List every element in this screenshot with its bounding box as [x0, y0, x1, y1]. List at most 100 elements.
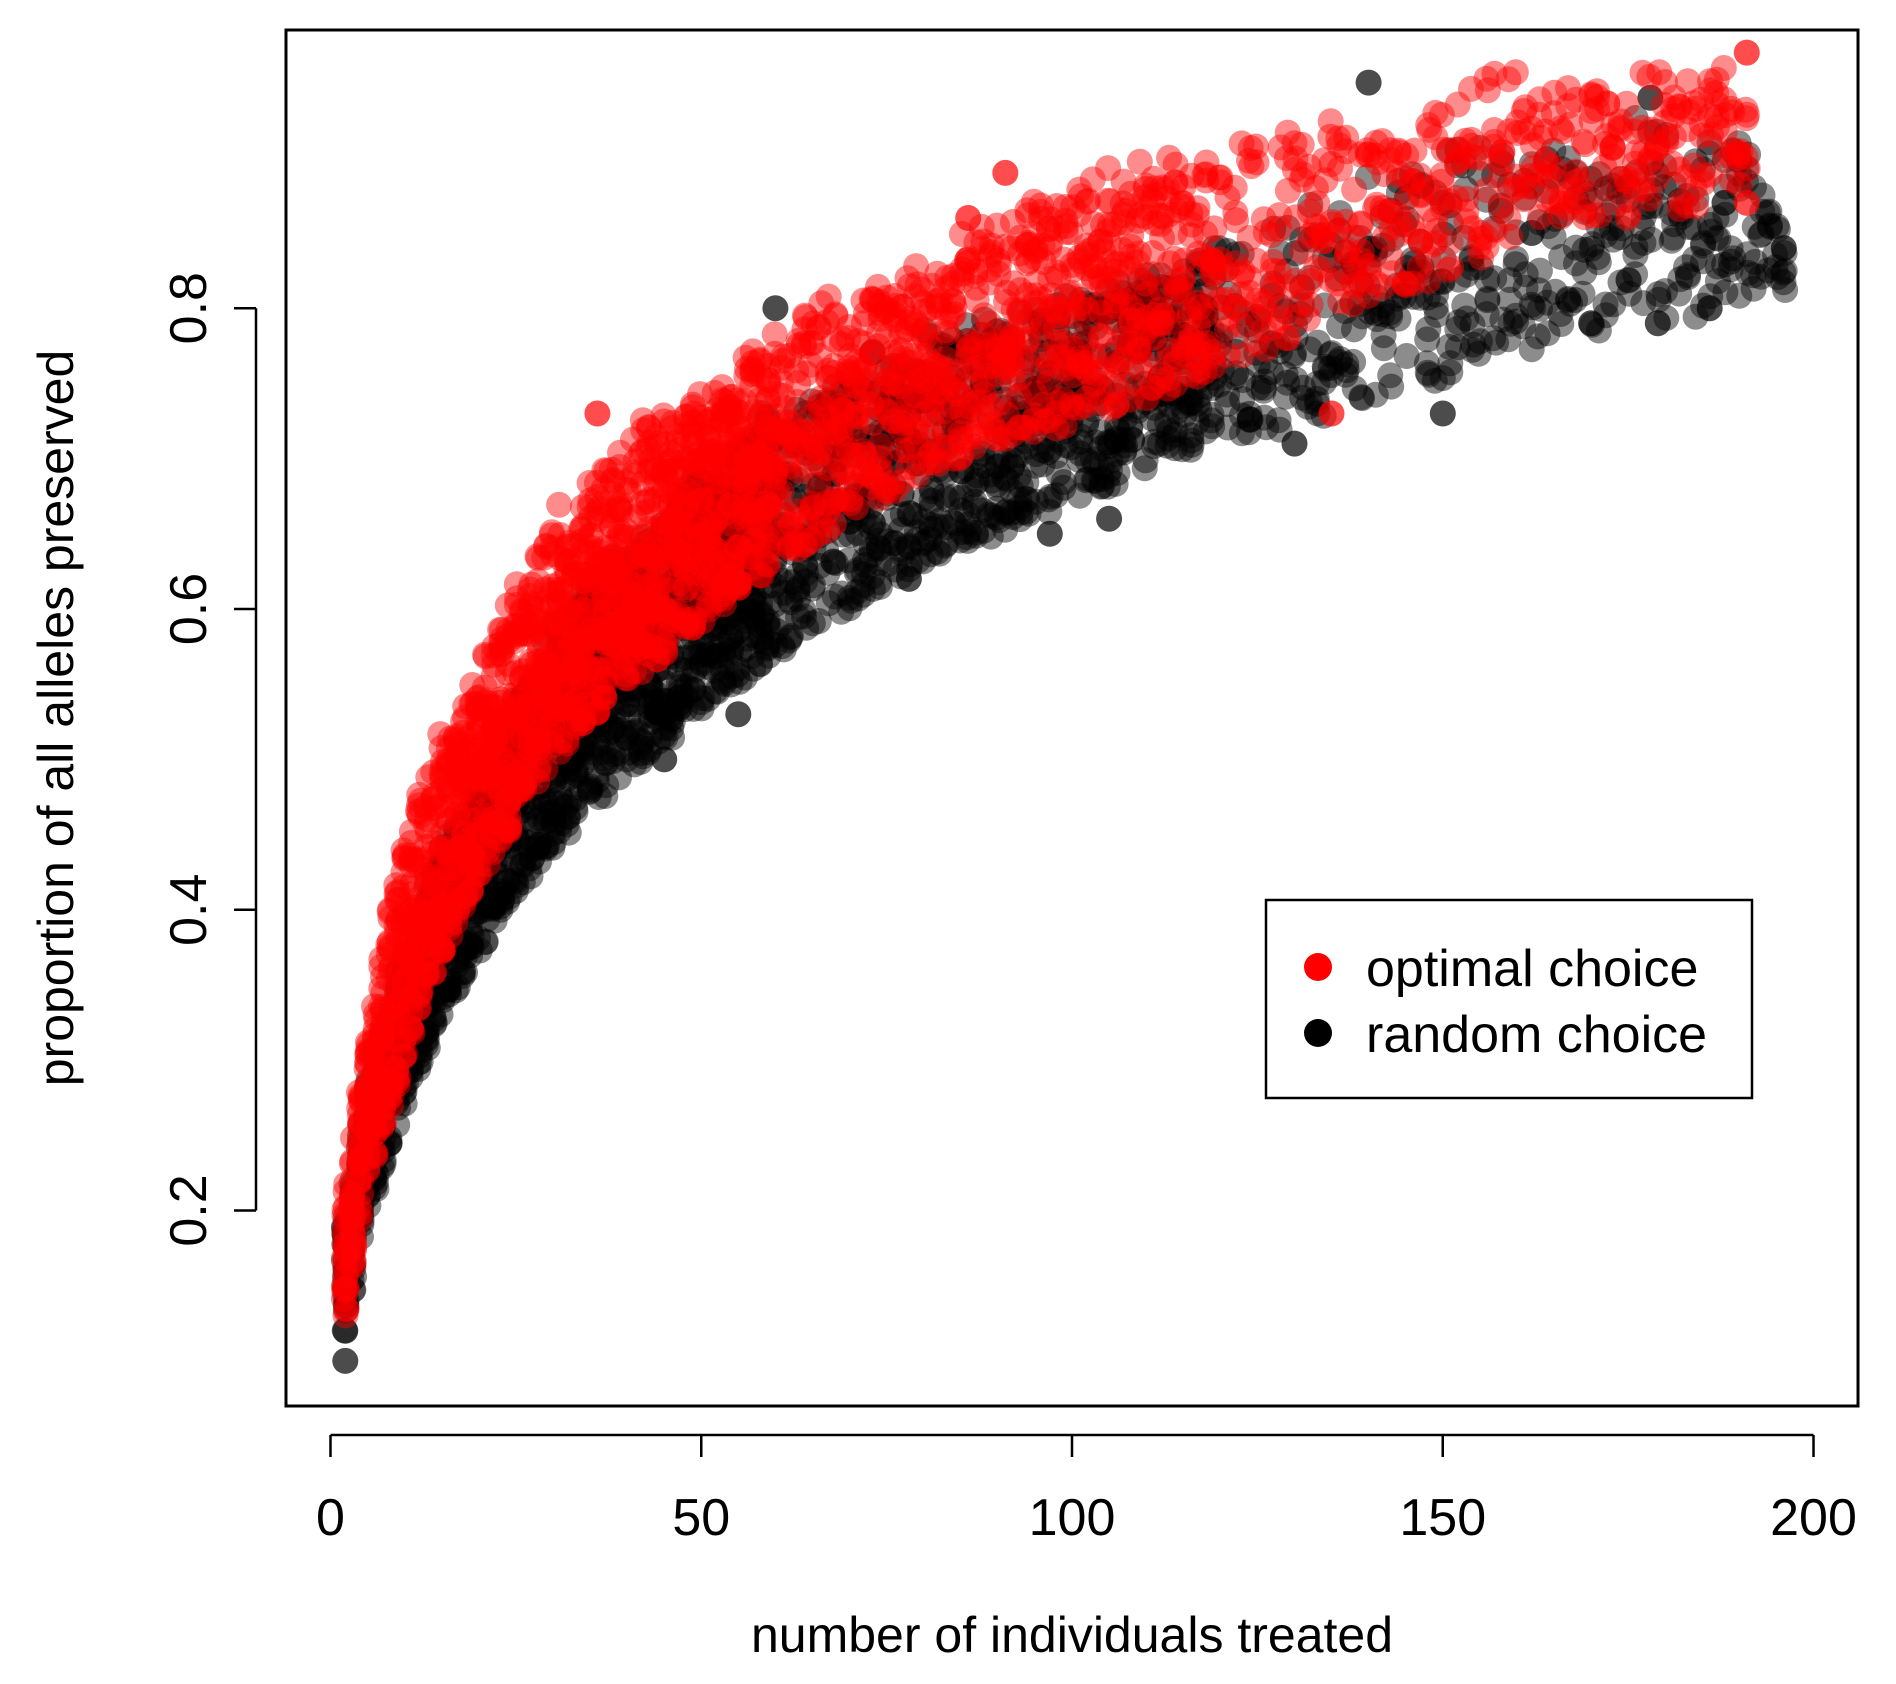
data-point — [1437, 359, 1464, 386]
data-point — [406, 1033, 433, 1060]
data-point — [392, 970, 419, 997]
data-point — [480, 728, 507, 755]
data-point — [347, 1199, 374, 1226]
data-point — [437, 909, 464, 936]
data-point — [540, 657, 567, 684]
data-point — [376, 1015, 403, 1041]
data-point — [502, 793, 529, 819]
data-point — [399, 1033, 426, 1060]
data-point — [363, 1069, 390, 1096]
data-point — [524, 678, 551, 705]
data-point — [420, 927, 447, 954]
data-point — [369, 1117, 395, 1144]
data-point — [347, 1149, 374, 1176]
data-point — [347, 1196, 373, 1223]
data-point — [531, 787, 558, 814]
data-point — [474, 891, 501, 918]
data-point — [421, 928, 448, 955]
data-point — [406, 1006, 433, 1032]
data-point — [457, 850, 484, 876]
data-point — [494, 868, 521, 895]
data-point — [1429, 400, 1456, 427]
data-point — [541, 768, 568, 795]
data-point — [442, 977, 469, 1004]
data-point — [400, 968, 427, 995]
data-point — [502, 765, 529, 792]
data-point — [503, 770, 530, 797]
data-point — [346, 1123, 373, 1150]
data-point — [519, 828, 546, 855]
data-point — [346, 1193, 372, 1220]
data-point — [494, 712, 521, 739]
data-point — [450, 873, 476, 900]
data-point — [405, 992, 432, 1019]
data-point — [1281, 430, 1308, 457]
data-point — [361, 1166, 388, 1193]
data-point — [548, 647, 575, 674]
data-point — [495, 796, 522, 823]
data-point — [339, 1252, 366, 1279]
data-point — [494, 868, 521, 894]
data-point — [370, 1147, 397, 1174]
data-point — [435, 893, 462, 920]
data-point — [405, 952, 432, 979]
data-point — [472, 815, 499, 842]
data-point — [525, 694, 552, 721]
data-point — [487, 832, 513, 859]
data-point — [399, 944, 426, 970]
data-point — [331, 1222, 358, 1249]
data-point — [397, 1022, 424, 1049]
data-point — [369, 1113, 396, 1140]
data-point — [442, 848, 469, 874]
data-point — [378, 1088, 404, 1115]
data-point — [353, 1114, 380, 1141]
data-point — [354, 1111, 381, 1138]
data-point — [362, 1119, 389, 1146]
data-point — [533, 808, 560, 835]
data-point — [332, 1247, 359, 1274]
data-point — [391, 985, 417, 1012]
data-point — [406, 1042, 433, 1069]
data-point — [392, 957, 419, 984]
data-point — [338, 1267, 365, 1293]
data-point — [332, 1229, 359, 1256]
series-random-choice — [330, 69, 1799, 1374]
data-point — [482, 892, 508, 919]
data-point — [480, 886, 507, 913]
data-point — [547, 721, 574, 748]
data-point — [355, 1169, 382, 1196]
data-point — [1526, 257, 1553, 284]
data-point — [397, 959, 424, 986]
data-point — [415, 945, 442, 972]
data-point — [393, 973, 419, 1000]
data-point — [444, 876, 471, 903]
data-point — [363, 1089, 390, 1116]
data-point — [457, 942, 484, 969]
data-point — [369, 1041, 396, 1067]
data-point — [442, 826, 469, 853]
data-point — [517, 683, 543, 710]
data-point — [340, 1176, 367, 1203]
data-point — [843, 494, 869, 521]
data-point — [444, 936, 471, 963]
data-point — [407, 924, 434, 951]
data-point — [363, 1175, 390, 1202]
data-point — [457, 917, 484, 944]
data-point — [531, 628, 558, 654]
data-point — [466, 884, 493, 911]
data-point — [481, 859, 508, 886]
data-point — [486, 847, 513, 874]
data-point — [458, 862, 485, 889]
data-point — [341, 1263, 368, 1290]
data-point — [526, 832, 553, 858]
data-point — [547, 760, 573, 787]
data-point — [397, 967, 424, 994]
data-point — [383, 1058, 410, 1085]
data-point — [377, 1082, 403, 1108]
data-point — [405, 1006, 432, 1033]
data-point — [435, 939, 462, 966]
data-point — [443, 843, 470, 870]
data-point — [472, 855, 499, 882]
data-point — [362, 1044, 389, 1071]
